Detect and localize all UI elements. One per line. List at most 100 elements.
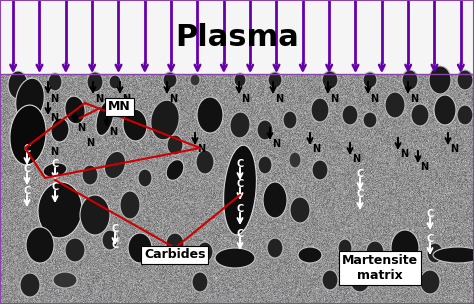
Text: N: N: [50, 94, 58, 104]
Ellipse shape: [429, 66, 451, 94]
Ellipse shape: [38, 182, 82, 238]
Ellipse shape: [87, 72, 103, 92]
Text: N: N: [77, 123, 85, 133]
Ellipse shape: [268, 72, 282, 88]
Ellipse shape: [102, 230, 118, 250]
Text: Carbides: Carbides: [144, 248, 206, 261]
Ellipse shape: [234, 73, 246, 87]
Text: Martensite
matrix: Martensite matrix: [342, 254, 418, 282]
Ellipse shape: [342, 105, 358, 125]
Text: C: C: [366, 253, 374, 263]
Ellipse shape: [258, 156, 272, 174]
Ellipse shape: [420, 270, 440, 294]
Ellipse shape: [138, 169, 152, 187]
Text: C: C: [111, 224, 118, 234]
Text: C: C: [51, 182, 59, 192]
Ellipse shape: [391, 230, 419, 266]
Ellipse shape: [96, 101, 114, 136]
Text: C: C: [51, 159, 59, 169]
Ellipse shape: [350, 268, 370, 292]
Ellipse shape: [322, 71, 338, 89]
Ellipse shape: [311, 98, 329, 122]
Ellipse shape: [257, 120, 273, 140]
Text: N: N: [420, 162, 428, 172]
Text: C: C: [237, 204, 244, 214]
Text: N: N: [122, 94, 130, 104]
Ellipse shape: [196, 150, 214, 174]
Text: C: C: [23, 144, 31, 154]
Text: N: N: [400, 149, 408, 159]
Text: C: C: [237, 229, 244, 239]
Ellipse shape: [65, 96, 85, 124]
Text: N: N: [272, 139, 280, 149]
Ellipse shape: [411, 104, 429, 126]
Text: C: C: [237, 159, 244, 169]
Ellipse shape: [267, 238, 283, 258]
Ellipse shape: [151, 100, 179, 140]
Ellipse shape: [192, 272, 208, 292]
Text: C: C: [23, 186, 31, 196]
Text: C: C: [356, 169, 364, 179]
Ellipse shape: [263, 182, 287, 218]
Ellipse shape: [163, 72, 177, 88]
Ellipse shape: [434, 95, 456, 125]
Text: N: N: [109, 127, 117, 137]
Ellipse shape: [43, 163, 67, 177]
Ellipse shape: [8, 71, 28, 99]
Ellipse shape: [227, 165, 243, 185]
Ellipse shape: [215, 248, 255, 268]
Ellipse shape: [48, 73, 62, 91]
Ellipse shape: [298, 247, 322, 263]
Text: N: N: [86, 138, 94, 148]
Ellipse shape: [82, 165, 98, 185]
Text: C: C: [23, 164, 31, 174]
Ellipse shape: [51, 118, 69, 142]
Ellipse shape: [65, 238, 85, 262]
Ellipse shape: [80, 195, 110, 235]
Text: C: C: [182, 250, 189, 260]
Ellipse shape: [366, 241, 384, 263]
Ellipse shape: [385, 92, 405, 118]
Ellipse shape: [128, 233, 152, 263]
Ellipse shape: [190, 74, 200, 86]
Ellipse shape: [16, 78, 44, 122]
Ellipse shape: [290, 197, 310, 223]
Ellipse shape: [197, 97, 223, 133]
Ellipse shape: [433, 247, 474, 263]
Text: C: C: [356, 189, 364, 199]
Text: N: N: [50, 147, 58, 157]
Ellipse shape: [322, 270, 338, 290]
Ellipse shape: [166, 160, 184, 180]
Bar: [0, 0, 474, 74]
Ellipse shape: [109, 75, 121, 89]
Ellipse shape: [104, 151, 126, 178]
Ellipse shape: [167, 135, 183, 155]
Ellipse shape: [166, 233, 184, 255]
Text: N: N: [312, 144, 320, 154]
Ellipse shape: [338, 239, 352, 257]
Text: MN: MN: [108, 101, 131, 113]
Ellipse shape: [312, 160, 328, 180]
Ellipse shape: [363, 72, 377, 88]
Ellipse shape: [197, 242, 213, 262]
Ellipse shape: [289, 152, 301, 168]
Ellipse shape: [20, 273, 40, 297]
Text: N: N: [275, 94, 283, 104]
Text: N: N: [352, 154, 360, 164]
Text: N: N: [241, 94, 249, 104]
Text: C: C: [237, 179, 244, 189]
Ellipse shape: [10, 105, 46, 165]
Text: Plasma: Plasma: [175, 22, 299, 51]
Text: C: C: [427, 234, 434, 244]
Text: N: N: [450, 144, 458, 154]
Ellipse shape: [53, 272, 77, 288]
Text: C: C: [427, 209, 434, 219]
Ellipse shape: [402, 70, 418, 90]
Text: N: N: [370, 94, 378, 104]
Text: N: N: [50, 113, 58, 123]
Ellipse shape: [26, 227, 54, 263]
Ellipse shape: [120, 191, 140, 219]
Ellipse shape: [224, 145, 256, 235]
Text: C: C: [111, 240, 118, 250]
Text: N: N: [330, 94, 338, 104]
